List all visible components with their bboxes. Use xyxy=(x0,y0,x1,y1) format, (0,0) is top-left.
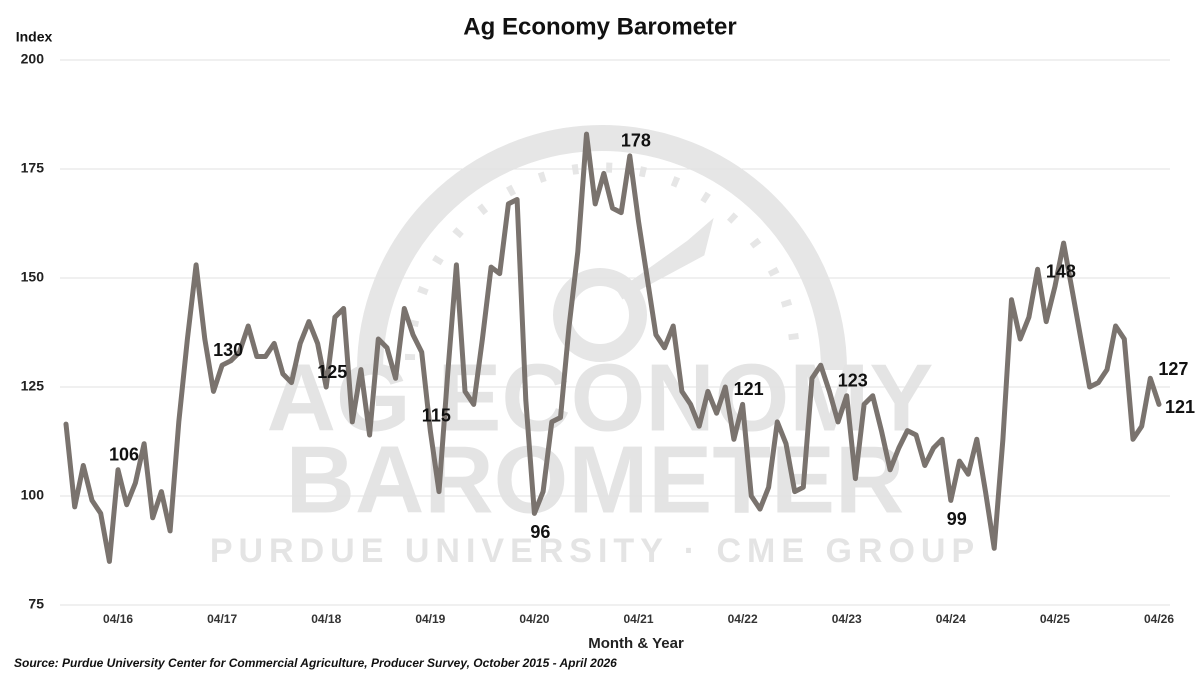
y-tick-label: 125 xyxy=(21,378,45,394)
x-tick-label: 04/22 xyxy=(728,612,758,626)
x-tick-label: 04/16 xyxy=(103,612,133,626)
x-axis-label: Month & Year xyxy=(588,635,684,652)
data-label: 148 xyxy=(1046,261,1076,281)
data-label: 130 xyxy=(213,340,243,360)
data-label: 125 xyxy=(317,362,347,382)
data-label: 115 xyxy=(422,405,451,425)
y-tick-label: 100 xyxy=(21,487,45,503)
data-label: 121 xyxy=(734,379,764,399)
x-tick-label: 04/17 xyxy=(207,612,237,626)
y-tick-label: 200 xyxy=(21,51,45,67)
x-tick-label: 04/18 xyxy=(311,612,341,626)
chart-title: Ag Economy Barometer xyxy=(463,13,736,40)
x-tick-label: 04/19 xyxy=(415,612,445,626)
x-tick-label: 04/20 xyxy=(519,612,549,626)
watermark-text: PURDUE UNIVERSITY · CME GROUP xyxy=(210,532,980,570)
data-label: 106 xyxy=(109,445,139,465)
y-tick-label: 75 xyxy=(28,596,44,612)
x-tick-label: 04/21 xyxy=(624,612,654,626)
x-tick-label: 04/26 xyxy=(1144,612,1174,626)
data-line xyxy=(63,131,1162,564)
y-tick-label: 150 xyxy=(21,269,45,285)
data-label: 121 xyxy=(1165,397,1195,417)
watermark-gauge xyxy=(357,125,847,371)
x-tick-label: 04/25 xyxy=(1040,612,1070,626)
data-label: 178 xyxy=(621,131,651,151)
y-axis-label: Index xyxy=(16,29,53,45)
data-label: 123 xyxy=(838,370,868,390)
data-label: 96 xyxy=(530,522,550,542)
data-label: 99 xyxy=(947,509,967,529)
y-tick-label: 175 xyxy=(21,160,45,176)
source-note: Source: Purdue University Center for Com… xyxy=(14,656,617,670)
x-tick-label: 04/24 xyxy=(936,612,966,626)
data-label: 127 xyxy=(1158,359,1188,379)
x-tick-label: 04/23 xyxy=(832,612,862,626)
watermark-text: BAROMETER xyxy=(286,426,905,533)
